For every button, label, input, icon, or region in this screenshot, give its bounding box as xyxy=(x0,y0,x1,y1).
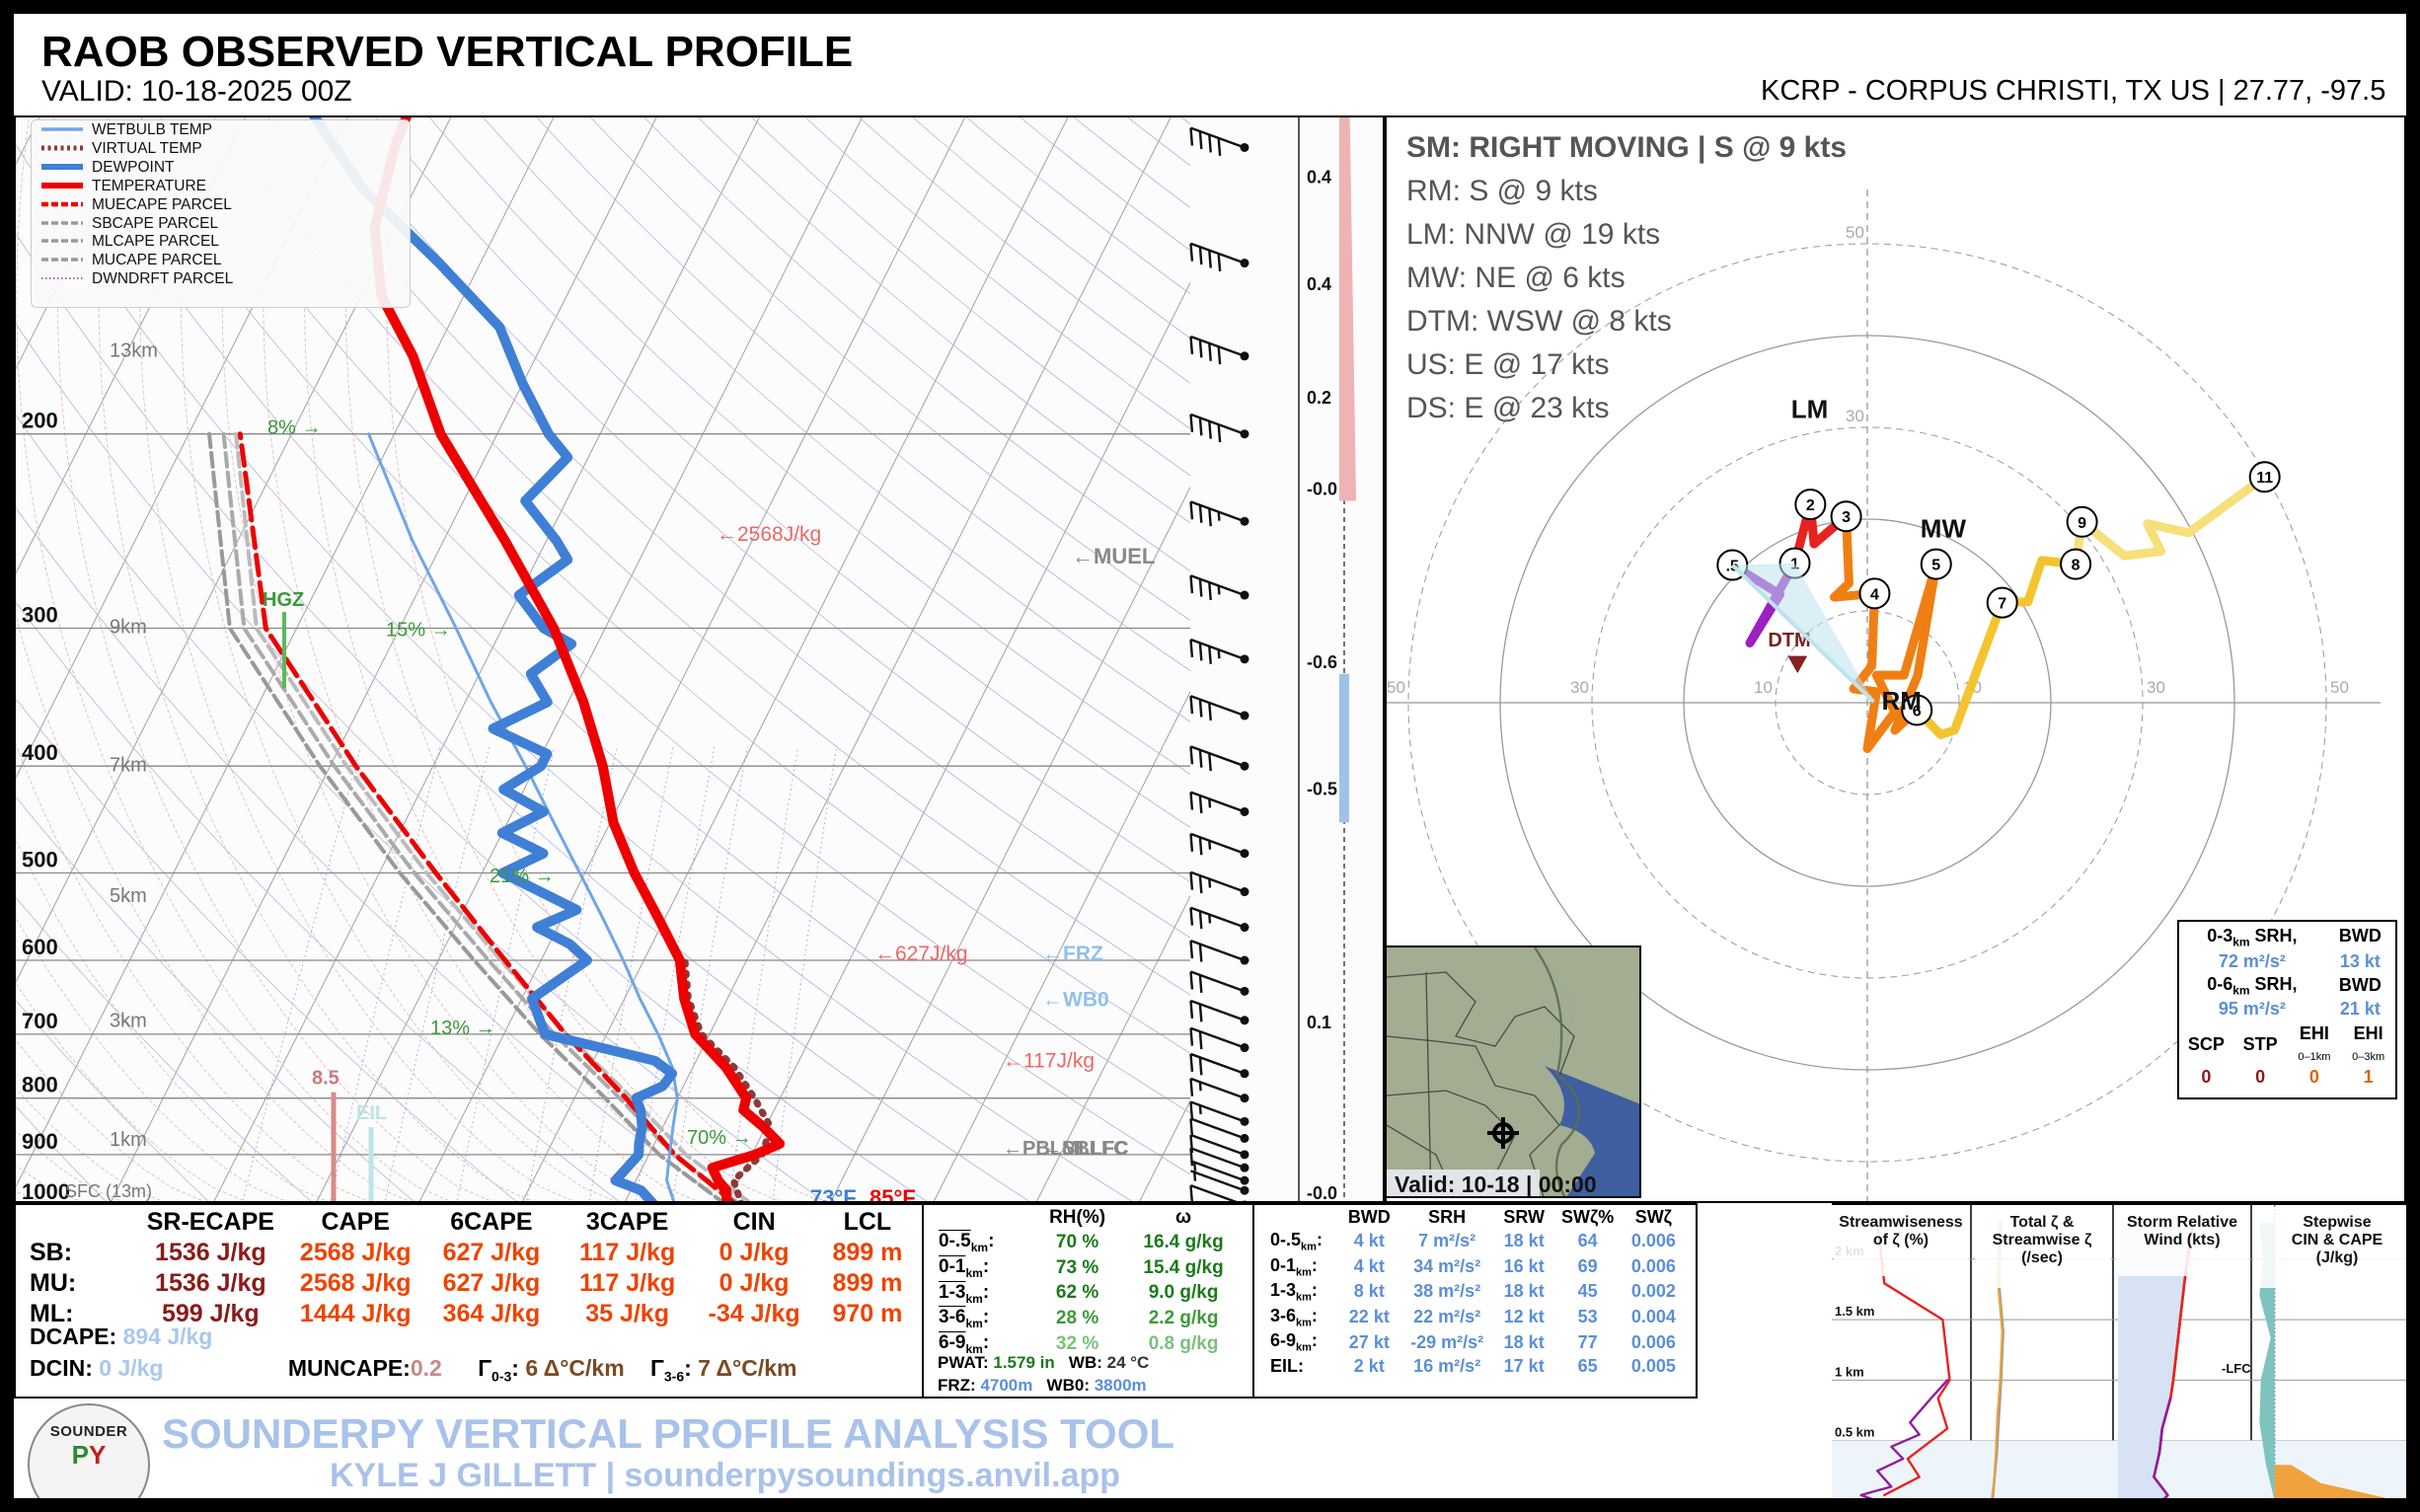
svg-text:4: 4 xyxy=(1870,586,1879,603)
svg-text:30: 30 xyxy=(1846,407,1864,425)
svg-text:7: 7 xyxy=(1998,596,2006,613)
svg-text:MW: MW xyxy=(1921,513,1967,543)
svg-text:3: 3 xyxy=(1842,509,1851,526)
svg-text:Valid: 10-18 | 00:00: Valid: 10-18 | 00:00 xyxy=(1395,1172,1597,1197)
svg-text:5km: 5km xyxy=(110,885,147,907)
svg-text:700: 700 xyxy=(22,1009,58,1033)
svg-text:Wind (kts): Wind (kts) xyxy=(2144,1232,2220,1248)
svg-text:13km: 13km xyxy=(110,340,158,361)
svg-text:8.5: 8.5 xyxy=(312,1068,340,1090)
svg-text:Stepwise: Stepwise xyxy=(2303,1214,2371,1231)
svg-text:11: 11 xyxy=(2256,470,2273,487)
svg-text:LM: NNW @ 19 kts: LM: NNW @ 19 kts xyxy=(1406,218,1660,251)
svg-text:400: 400 xyxy=(22,740,58,765)
svg-text:9km: 9km xyxy=(110,616,147,638)
svg-text:-0.0: -0.0 xyxy=(1307,1183,1337,1203)
svg-text:500: 500 xyxy=(22,848,58,872)
svg-text:MW: NE @ 6 kts: MW: NE @ 6 kts xyxy=(1406,262,1626,294)
svg-text:-0.6: -0.6 xyxy=(1307,652,1337,672)
svg-text:←SBLFC: ←SBLFC xyxy=(1042,1138,1128,1160)
svg-text:0.4: 0.4 xyxy=(1307,168,1331,188)
svg-text:←117J/kg: ←117J/kg xyxy=(1003,1049,1095,1072)
svg-text:LM: LM xyxy=(1791,395,1829,424)
svg-text:←MUEL: ←MUEL xyxy=(1072,544,1155,568)
svg-text:8: 8 xyxy=(2072,558,2080,574)
svg-text:300: 300 xyxy=(22,603,58,628)
svg-text:30: 30 xyxy=(2147,678,2165,697)
svg-text:15% →: 15% → xyxy=(386,620,451,642)
svg-text:0.5 km: 0.5 km xyxy=(1835,1425,1874,1440)
svg-text:SFC (13m): SFC (13m) xyxy=(65,1181,152,1201)
svg-text:21% →: 21% → xyxy=(490,866,555,887)
svg-text:←WB0: ←WB0 xyxy=(1042,988,1109,1011)
svg-text:50: 50 xyxy=(1846,223,1864,242)
svg-text:1 km: 1 km xyxy=(1835,1364,1864,1379)
svg-text:CIN & CAPE: CIN & CAPE xyxy=(2292,1232,2383,1248)
svg-text:SM: RIGHT MOVING | S @ 9 kts: SM: RIGHT MOVING | S @ 9 kts xyxy=(1406,131,1847,164)
svg-text:2: 2 xyxy=(1806,497,1815,514)
svg-text:US: E @ 17 kts: US: E @ 17 kts xyxy=(1406,348,1610,381)
svg-text:30: 30 xyxy=(1570,678,1589,697)
svg-text:←627J/kg: ←627J/kg xyxy=(874,943,968,965)
svg-text:5: 5 xyxy=(1931,558,1940,574)
svg-text:1000: 1000 xyxy=(22,1179,70,1203)
svg-text:3km: 3km xyxy=(110,1011,147,1032)
svg-text:DS: E @ 23 kts: DS: E @ 23 kts xyxy=(1406,392,1610,424)
svg-text:(/sec): (/sec) xyxy=(2021,1249,2063,1266)
svg-text:85°F: 85°F xyxy=(870,1185,916,1203)
svg-text:900: 900 xyxy=(22,1129,58,1154)
svg-text:1.5 km: 1.5 km xyxy=(1835,1304,1874,1319)
svg-text:800: 800 xyxy=(22,1073,58,1097)
svg-text:600: 600 xyxy=(22,935,58,959)
svg-text:200: 200 xyxy=(22,409,58,433)
svg-text:73°F: 73°F xyxy=(810,1185,857,1203)
svg-text:Streamwise ζ: Streamwise ζ xyxy=(1993,1232,2092,1248)
svg-text:13% →: 13% → xyxy=(430,1018,495,1039)
svg-text:DTM: WSW @ 8 kts: DTM: WSW @ 8 kts xyxy=(1406,305,1672,338)
svg-text:1km: 1km xyxy=(110,1129,147,1151)
svg-text:7km: 7km xyxy=(110,754,147,776)
svg-text:10: 10 xyxy=(1754,678,1773,697)
svg-text:-0.0: -0.0 xyxy=(1307,480,1337,499)
svg-text:9: 9 xyxy=(2078,515,2086,532)
svg-text:8% →: 8% → xyxy=(267,417,321,439)
svg-text:-0.5: -0.5 xyxy=(1307,779,1337,798)
svg-text:←FRZ: ←FRZ xyxy=(1042,943,1103,965)
svg-text:←2568J/kg: ←2568J/kg xyxy=(717,523,821,546)
svg-text:50: 50 xyxy=(1387,678,1405,697)
svg-text:RM: S @ 9 kts: RM: S @ 9 kts xyxy=(1406,175,1598,207)
svg-text:Streamwiseness: Streamwiseness xyxy=(1839,1214,1963,1231)
svg-text:RM: RM xyxy=(1882,686,1922,716)
svg-text:0.4: 0.4 xyxy=(1307,274,1331,294)
svg-text:(J/kg): (J/kg) xyxy=(2316,1249,2359,1266)
svg-text:-LFC: -LFC xyxy=(2222,1361,2251,1376)
svg-text:0.1: 0.1 xyxy=(1307,1013,1331,1032)
svg-text:HGZ: HGZ xyxy=(263,589,304,611)
svg-text:50: 50 xyxy=(2330,678,2349,697)
svg-text:Storm Relative: Storm Relative xyxy=(2127,1214,2237,1231)
svg-text:70% →: 70% → xyxy=(687,1127,752,1149)
svg-text:of ζ (%): of ζ (%) xyxy=(1873,1232,1928,1248)
svg-text:EIL: EIL xyxy=(356,1102,387,1124)
svg-text:0.2: 0.2 xyxy=(1307,388,1331,408)
svg-text:Total ζ &: Total ζ & xyxy=(2010,1214,2075,1231)
